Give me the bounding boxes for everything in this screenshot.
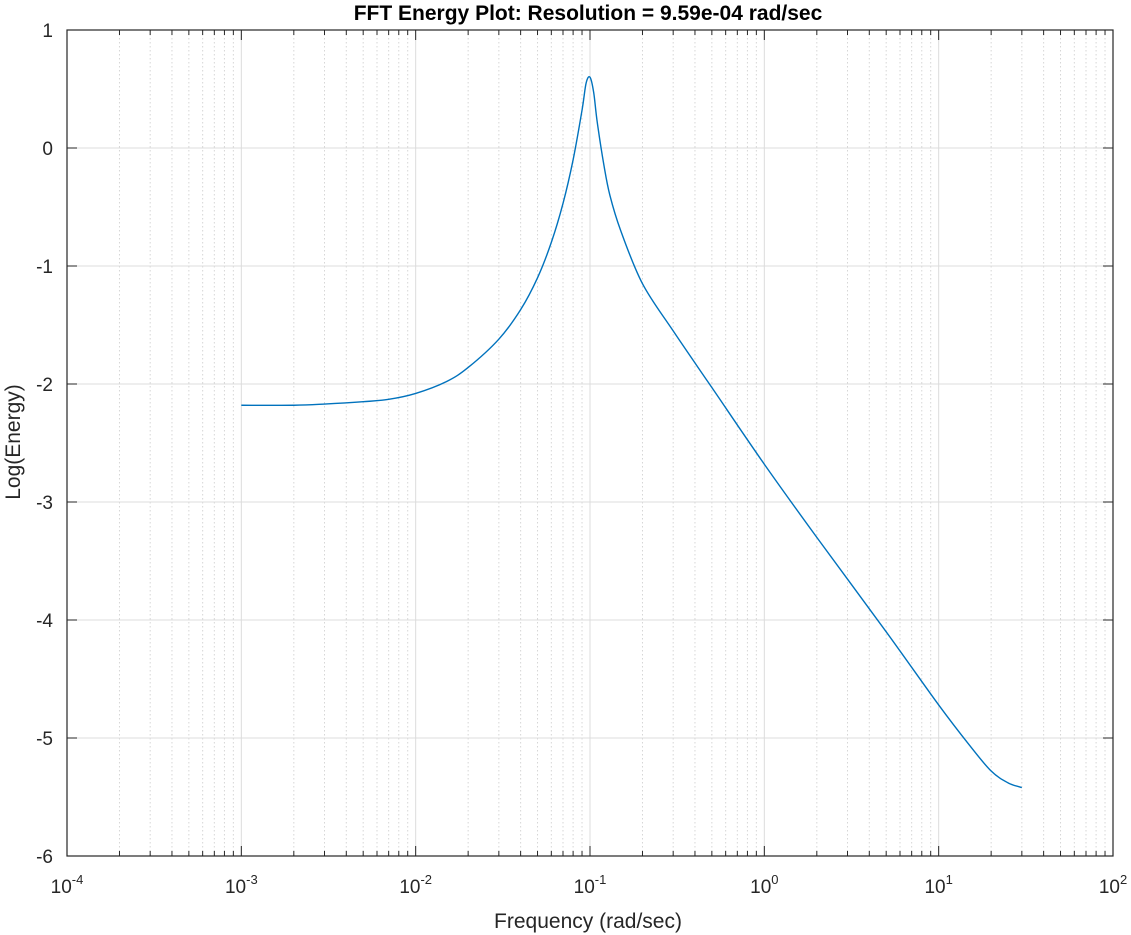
x-tick-label: 10-3 bbox=[225, 872, 258, 898]
x-tick-label: 102 bbox=[1099, 872, 1127, 898]
y-tick-label: 0 bbox=[42, 139, 53, 160]
grid bbox=[66, 29, 1114, 857]
y-tick-label: 1 bbox=[42, 21, 53, 42]
plot-area bbox=[241, 75, 1023, 789]
x-tick-label: 100 bbox=[750, 872, 778, 898]
y-axis-label: Log(Energy) bbox=[2, 384, 25, 500]
y-tick-label: -4 bbox=[36, 611, 53, 632]
y-tick-label: -5 bbox=[36, 729, 53, 750]
y-tick-label: -2 bbox=[36, 375, 53, 396]
y-tick-label: -3 bbox=[36, 493, 53, 514]
y-tick-label: -6 bbox=[36, 847, 53, 868]
y-tick-label: -1 bbox=[36, 257, 53, 278]
energy-series-line bbox=[241, 75, 1023, 789]
x-tick-label: 10-4 bbox=[51, 872, 84, 898]
x-tick-label: 10-1 bbox=[574, 872, 607, 898]
x-axis-label: Frequency (rad/sec) bbox=[494, 910, 682, 933]
x-tick-label: 101 bbox=[924, 872, 952, 898]
x-tick-label: 10-2 bbox=[399, 872, 432, 898]
chart-title: FFT Energy Plot: Resolution = 9.59e-04 r… bbox=[354, 2, 823, 25]
